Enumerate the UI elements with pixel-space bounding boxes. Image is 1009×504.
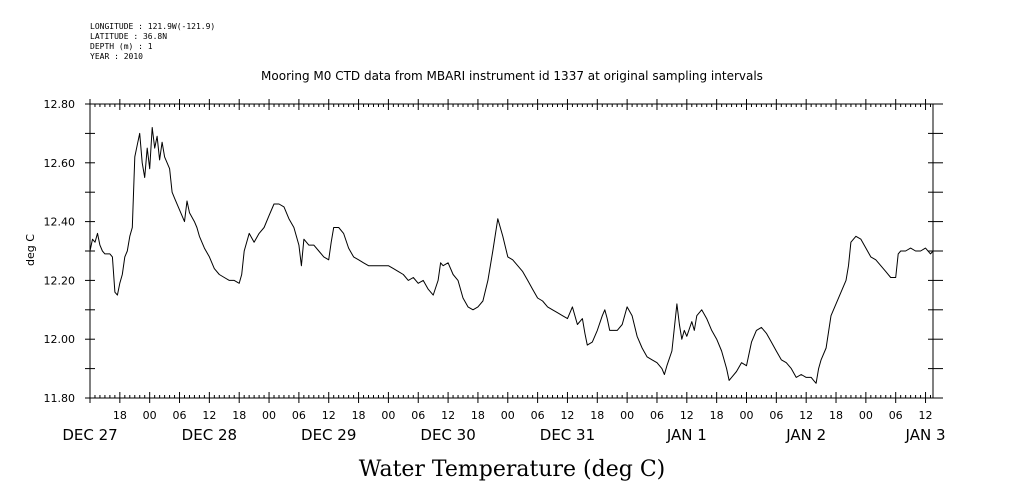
year-label: YEAR : 2010 (90, 52, 143, 61)
x-day-label: DEC 27 (62, 426, 117, 444)
latitude-label: LATITUDE : 36.8N (90, 32, 168, 41)
x-hour-label: 12 (560, 409, 574, 422)
y-tick-label: 11.80 (44, 392, 76, 405)
y-tick-label: 12.60 (44, 157, 76, 170)
x-hour-label: 06 (173, 409, 187, 422)
depth-label: DEPTH (m) : 1 (90, 42, 153, 51)
x-hour-label: 12 (441, 409, 455, 422)
x-hour-label: 06 (769, 409, 783, 422)
x-hour-label: 00 (739, 409, 753, 422)
x-day-label: DEC 31 (540, 426, 595, 444)
x-hour-label: 18 (829, 409, 843, 422)
y-axis-label: deg C (24, 234, 37, 266)
metadata-block: LONGITUDE : 121.9W(-121.9) LATITUDE : 36… (90, 22, 215, 62)
x-hour-label: 06 (889, 409, 903, 422)
y-tick-label: 12.80 (44, 98, 76, 111)
x-axis-title: Water Temperature (deg C) (359, 457, 666, 482)
x-day-label: JAN 2 (785, 426, 826, 444)
x-hour-label: 18 (590, 409, 604, 422)
plot-frame (89, 103, 934, 399)
x-hour-label: 00 (143, 409, 157, 422)
x-day-label: DEC 29 (301, 426, 356, 444)
x-hour-label: 12 (680, 409, 694, 422)
x-hour-label: 18 (232, 409, 246, 422)
axes: 18 00 06 12 18 00 06 12 18 00 06 12 18 00 06 12 18 00 06 12… (44, 98, 946, 444)
x-hour-label: 00 (501, 409, 515, 422)
y-tick-label: 12.40 (44, 216, 76, 229)
x-day-label: JAN 1 (666, 426, 707, 444)
y-tick-label: 12.00 (44, 333, 76, 346)
x-hour-label: 00 (381, 409, 395, 422)
x-day-label: DEC 28 (182, 426, 237, 444)
series-group (89, 127, 934, 384)
chart-title: Mooring M0 CTD data from MBARI instrumen… (261, 69, 763, 83)
x-hour-label: 18 (352, 409, 366, 422)
x-hour-label: 18 (471, 409, 485, 422)
x-hour-label: 06 (531, 409, 545, 422)
longitude-label: LONGITUDE : 121.9W(-121.9) (90, 22, 216, 31)
x-hour-label: 00 (859, 409, 873, 422)
series-line (89, 127, 934, 384)
x-hour-label: 18 (710, 409, 724, 422)
x-hour-label: 06 (650, 409, 664, 422)
x-hour-label: 06 (292, 409, 306, 422)
x-hour-label: 00 (620, 409, 634, 422)
x-hour-label: 00 (262, 409, 276, 422)
x-day-label: DEC 30 (420, 426, 475, 444)
x-hour-label: 12 (919, 409, 933, 422)
x-hour-label: 12 (799, 409, 813, 422)
y-tick-label: 12.20 (44, 274, 76, 287)
x-day-label: JAN 3 (905, 426, 946, 444)
x-hour-label: 18 (113, 409, 127, 422)
x-hour-label: 12 (322, 409, 336, 422)
x-hour-label: 12 (202, 409, 216, 422)
x-hour-label: 06 (411, 409, 425, 422)
